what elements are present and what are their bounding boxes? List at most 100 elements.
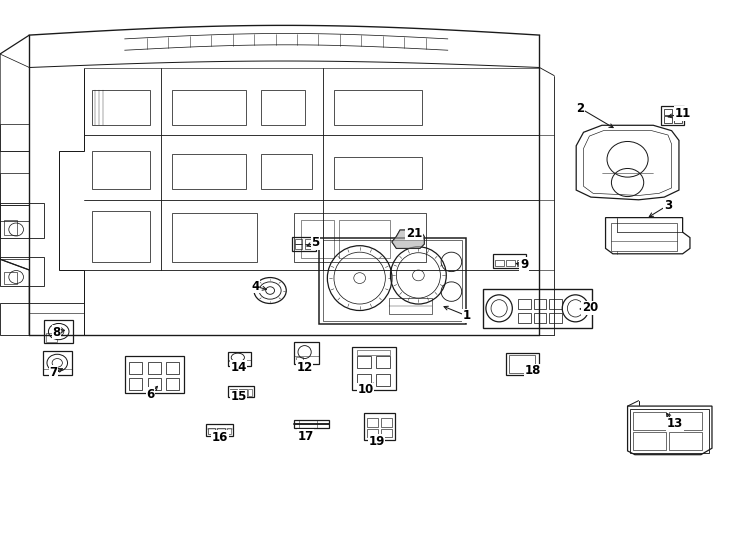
Bar bbox=[493, 254, 526, 268]
Bar bbox=[334, 90, 422, 125]
Bar bbox=[172, 213, 257, 262]
Bar bbox=[301, 220, 334, 258]
Bar bbox=[319, 238, 466, 324]
Text: 20: 20 bbox=[582, 301, 598, 314]
Bar bbox=[518, 299, 531, 309]
Bar bbox=[0, 202, 44, 238]
Polygon shape bbox=[392, 230, 424, 248]
Text: 18: 18 bbox=[525, 364, 541, 377]
Bar bbox=[367, 418, 378, 427]
Text: 1: 1 bbox=[462, 309, 471, 322]
Bar bbox=[495, 260, 504, 266]
Bar bbox=[509, 355, 535, 373]
Text: 8: 8 bbox=[52, 326, 61, 339]
Bar bbox=[294, 342, 319, 364]
Bar bbox=[261, 90, 305, 125]
Bar bbox=[674, 116, 682, 123]
Bar bbox=[148, 362, 161, 374]
Bar bbox=[0, 256, 44, 286]
Bar bbox=[4, 220, 17, 235]
Bar bbox=[339, 220, 390, 258]
Bar bbox=[129, 362, 142, 374]
Bar bbox=[294, 213, 426, 262]
Bar bbox=[92, 211, 150, 262]
Bar bbox=[296, 357, 303, 363]
Bar bbox=[92, 151, 150, 189]
Bar bbox=[669, 412, 702, 430]
Bar bbox=[44, 320, 73, 343]
Bar bbox=[323, 240, 462, 321]
Bar bbox=[46, 333, 57, 342]
Bar bbox=[381, 418, 392, 427]
Bar bbox=[357, 374, 371, 386]
Bar bbox=[367, 429, 378, 437]
Bar bbox=[517, 260, 523, 266]
Bar bbox=[129, 378, 142, 390]
Bar bbox=[228, 361, 235, 366]
Bar bbox=[43, 351, 72, 375]
Bar bbox=[294, 420, 329, 428]
Bar bbox=[669, 432, 702, 450]
Bar bbox=[549, 313, 562, 323]
Bar bbox=[518, 313, 531, 323]
Text: 15: 15 bbox=[230, 390, 247, 403]
Bar bbox=[92, 90, 150, 125]
Text: 7: 7 bbox=[49, 366, 58, 379]
Bar bbox=[376, 356, 390, 368]
Bar bbox=[0, 124, 29, 151]
Bar bbox=[305, 239, 312, 244]
Bar bbox=[295, 239, 302, 244]
Bar bbox=[295, 244, 302, 249]
Bar bbox=[172, 90, 246, 125]
Bar bbox=[534, 313, 546, 323]
Bar bbox=[217, 428, 225, 434]
Bar bbox=[166, 362, 179, 374]
Bar bbox=[664, 109, 672, 115]
Text: 14: 14 bbox=[230, 361, 247, 374]
Bar bbox=[611, 223, 677, 251]
Bar bbox=[0, 303, 84, 335]
Bar bbox=[381, 429, 392, 437]
Text: 9: 9 bbox=[520, 258, 528, 271]
Bar bbox=[125, 356, 184, 393]
Bar bbox=[664, 116, 672, 123]
Bar bbox=[206, 424, 233, 436]
Bar bbox=[4, 272, 17, 284]
Bar bbox=[228, 352, 251, 366]
Bar bbox=[148, 378, 161, 390]
Text: 19: 19 bbox=[368, 435, 385, 448]
Text: 2: 2 bbox=[575, 102, 584, 114]
Text: 16: 16 bbox=[212, 431, 228, 444]
Bar bbox=[261, 154, 312, 189]
Bar bbox=[389, 298, 432, 314]
Bar bbox=[305, 244, 312, 249]
Text: 6: 6 bbox=[146, 388, 155, 401]
Bar bbox=[364, 413, 395, 440]
Text: 12: 12 bbox=[297, 361, 313, 374]
Bar bbox=[661, 106, 684, 125]
Bar bbox=[674, 109, 682, 115]
Bar bbox=[227, 428, 231, 434]
Bar bbox=[230, 389, 237, 396]
Bar bbox=[549, 299, 562, 309]
Bar bbox=[334, 157, 422, 189]
Bar bbox=[376, 374, 390, 386]
Bar bbox=[483, 289, 592, 328]
Bar bbox=[208, 428, 215, 434]
Bar bbox=[239, 389, 247, 396]
Bar bbox=[248, 389, 252, 396]
Text: 11: 11 bbox=[675, 107, 691, 120]
Bar bbox=[292, 237, 316, 251]
Bar bbox=[0, 173, 29, 205]
Bar bbox=[633, 432, 666, 450]
Bar bbox=[172, 154, 246, 189]
Bar bbox=[0, 221, 29, 259]
Bar bbox=[534, 299, 546, 309]
Bar bbox=[352, 347, 396, 390]
Bar bbox=[633, 412, 666, 430]
Text: 4: 4 bbox=[251, 280, 260, 293]
Text: 5: 5 bbox=[311, 237, 320, 249]
Text: 17: 17 bbox=[297, 430, 313, 443]
Bar bbox=[357, 356, 371, 368]
Bar bbox=[506, 353, 539, 375]
